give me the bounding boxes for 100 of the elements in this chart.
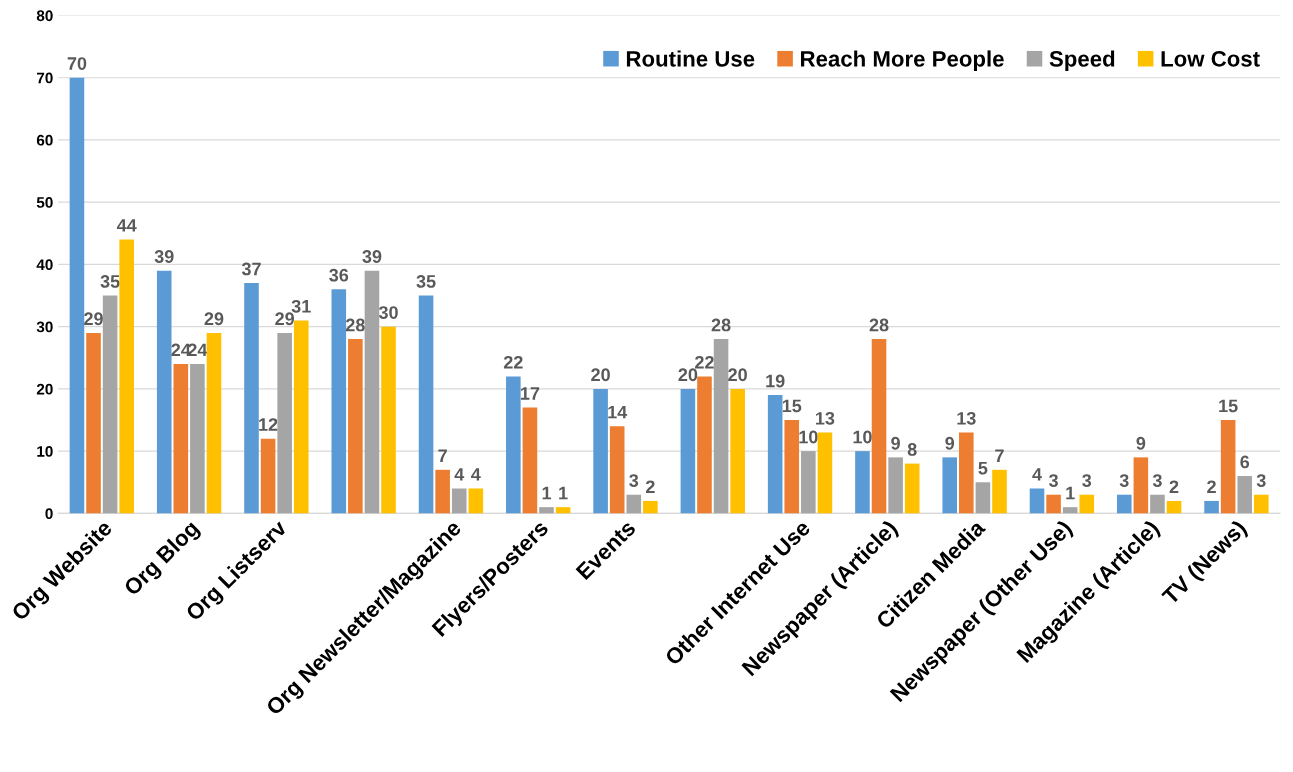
bar [871,339,887,514]
data-label: 10 [853,430,872,444]
data-label: 28 [869,318,889,332]
data-label: 29 [84,312,103,326]
data-label: 20 [591,368,610,382]
data-label: 8 [907,443,917,456]
bar [992,469,1007,514]
bar [1254,494,1269,514]
data-label: 28 [711,318,731,332]
bar [643,500,658,514]
bar [1116,494,1132,514]
bar [609,426,625,514]
y-tick-label: 20 [36,383,53,395]
bar [1220,420,1236,514]
bar [784,420,800,514]
data-label: 2 [1169,480,1179,494]
bar [626,494,642,514]
bar [555,507,571,514]
bar [593,388,608,514]
data-label: 5 [978,461,988,475]
bar [1029,488,1045,514]
bar [293,320,309,514]
data-label: 3 [1119,474,1129,487]
bar [730,388,745,514]
data-label: 35 [416,275,436,288]
bar [244,283,259,514]
data-label: 24 [171,343,191,357]
data-label: 9 [945,436,955,450]
bar [767,395,783,514]
bar [959,432,974,514]
bar [381,326,396,514]
data-label: 29 [275,312,295,326]
data-label: 4 [471,468,481,481]
bar [260,438,276,514]
data-label: 3 [629,474,639,487]
bar [1166,500,1182,514]
bar [506,376,521,514]
bar [1062,507,1078,514]
data-label: 14 [608,405,628,419]
bar [364,270,380,514]
bar [855,451,870,514]
bar [904,463,920,514]
bar [69,77,85,514]
y-tick-label: 70 [36,72,53,84]
data-label: 9 [891,436,900,450]
data-label: 17 [521,387,540,400]
bar [522,407,538,514]
data-label: 4 [454,468,465,481]
bar [468,488,484,514]
bar [1237,476,1253,514]
data-label: 22 [503,355,523,369]
data-label: 2 [1207,480,1216,494]
bar [156,270,172,514]
bar [86,332,101,514]
bar [418,295,434,514]
data-label: 15 [1219,399,1238,413]
bar [697,376,712,514]
data-label: 3 [1082,474,1092,487]
bar [1046,494,1061,514]
data-label: 4 [1032,468,1042,481]
data-label: 20 [678,368,698,382]
bar [942,457,958,514]
data-label: 28 [345,318,365,332]
bar [713,339,729,514]
data-label: 6 [1240,455,1250,469]
bar [975,482,991,514]
data-label: 1 [542,486,552,500]
data-label: 7 [438,449,447,462]
y-tick-label: 50 [36,197,53,208]
y-tick-label: 60 [36,134,53,146]
bar [801,451,816,514]
data-label: 70 [67,57,87,70]
data-label: 1 [559,486,568,500]
data-label: 7 [995,449,1004,462]
data-label: 39 [362,250,382,263]
bar [680,388,696,514]
data-label: 31 [291,299,311,313]
bar [817,432,833,514]
bar [1133,457,1149,514]
bar [206,332,222,514]
data-label: 29 [204,312,224,326]
bar [435,469,450,514]
legend-label: Speed [1049,50,1115,72]
data-label: 3 [1152,474,1162,487]
bar [1204,500,1219,514]
y-tick-label: 0 [45,508,53,520]
bar [119,239,134,514]
bar [277,332,292,514]
data-label: 2 [645,480,655,494]
data-label: 30 [378,306,398,319]
data-label: 15 [782,399,802,413]
data-label: 12 [259,418,278,431]
bar [888,457,903,514]
bar [190,364,205,514]
data-label: 19 [766,374,785,388]
bar [1150,494,1165,514]
data-label: 9 [1136,436,1146,450]
data-label: 3 [1256,474,1266,487]
data-label: 39 [154,250,174,263]
bar [173,364,189,514]
